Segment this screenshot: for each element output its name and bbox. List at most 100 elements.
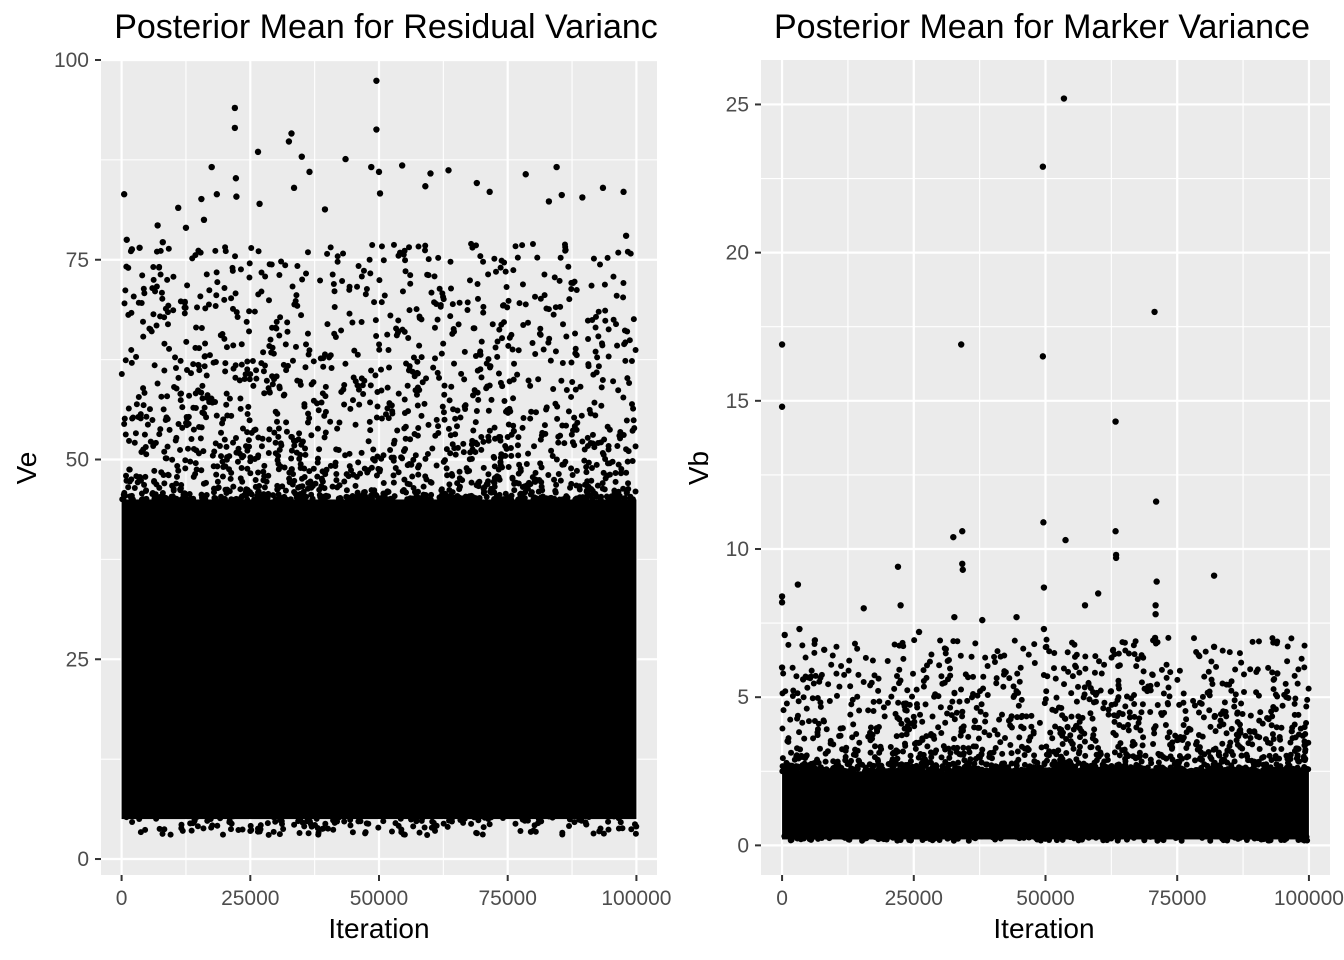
data-point xyxy=(1267,740,1274,747)
data-point xyxy=(1244,753,1251,760)
data-point xyxy=(515,480,522,487)
data-point xyxy=(568,285,575,292)
data-point xyxy=(627,493,634,500)
data-point xyxy=(472,419,479,426)
data-point xyxy=(393,325,400,332)
data-point xyxy=(962,766,969,773)
data-point xyxy=(242,443,249,450)
data-point xyxy=(166,426,173,433)
data-point xyxy=(953,709,960,716)
data-point xyxy=(537,295,544,302)
data-point xyxy=(164,321,171,328)
data-point xyxy=(1295,711,1302,718)
outlier-point xyxy=(958,341,965,348)
data-point xyxy=(530,496,537,503)
data-point xyxy=(1286,768,1293,775)
data-point xyxy=(497,434,504,441)
data-point xyxy=(406,244,413,251)
data-point xyxy=(159,490,166,497)
data-point xyxy=(416,313,423,320)
data-point xyxy=(275,425,282,432)
data-point xyxy=(1131,651,1138,658)
data-point xyxy=(199,382,206,389)
data-point xyxy=(565,408,572,415)
data-point xyxy=(142,473,149,480)
data-point xyxy=(1201,751,1208,758)
data-point xyxy=(808,667,815,674)
data-point xyxy=(449,489,456,496)
data-point xyxy=(137,411,144,418)
data-point xyxy=(212,303,219,310)
data-point xyxy=(370,446,377,453)
data-point xyxy=(1207,753,1214,760)
data-point xyxy=(968,766,975,773)
data-point xyxy=(475,396,482,403)
data-point xyxy=(590,830,597,837)
data-point xyxy=(433,822,440,829)
outlier-point xyxy=(950,533,957,541)
data-point xyxy=(633,823,640,830)
data-point xyxy=(594,482,601,489)
data-point xyxy=(623,469,630,476)
data-point xyxy=(1270,745,1277,752)
data-point xyxy=(1151,730,1158,737)
data-point xyxy=(1068,690,1075,697)
data-point xyxy=(901,740,908,747)
data-point xyxy=(194,304,201,311)
data-point xyxy=(173,473,180,480)
data-point xyxy=(238,341,245,348)
data-point xyxy=(822,758,829,765)
data-point xyxy=(346,310,353,317)
data-point xyxy=(244,410,251,417)
data-point xyxy=(610,813,617,820)
data-point xyxy=(212,359,219,366)
outlier-point xyxy=(198,195,205,203)
data-point xyxy=(597,825,604,832)
data-point xyxy=(1028,712,1035,719)
data-point xyxy=(236,377,243,384)
data-point xyxy=(1112,732,1119,739)
data-point xyxy=(261,390,268,397)
data-point xyxy=(373,492,380,499)
data-point xyxy=(1041,760,1048,767)
data-point xyxy=(827,740,834,747)
data-point xyxy=(577,383,584,390)
data-point xyxy=(175,467,182,474)
data-point xyxy=(469,244,476,251)
data-point xyxy=(142,488,149,495)
data-point xyxy=(617,819,624,826)
data-point xyxy=(552,348,559,355)
data-point xyxy=(146,325,153,332)
data-point xyxy=(447,450,454,457)
data-point xyxy=(1018,743,1025,750)
data-point xyxy=(233,495,240,502)
data-point xyxy=(947,749,954,756)
data-point xyxy=(876,768,883,775)
outlier-point xyxy=(781,631,788,639)
data-point xyxy=(519,242,526,249)
data-point xyxy=(229,264,236,271)
data-point xyxy=(179,827,186,834)
data-point xyxy=(794,712,801,719)
data-point xyxy=(1004,768,1011,775)
data-point xyxy=(228,496,235,503)
data-point xyxy=(1068,713,1075,720)
data-point xyxy=(139,272,146,279)
data-point xyxy=(164,276,171,283)
data-point xyxy=(158,808,165,815)
data-point xyxy=(356,401,363,408)
data-point xyxy=(1069,740,1076,747)
data-point xyxy=(1220,708,1227,715)
data-point xyxy=(938,754,945,761)
data-point xyxy=(1206,707,1213,714)
data-point xyxy=(470,427,477,434)
data-point xyxy=(305,351,312,358)
data-point xyxy=(913,762,920,769)
data-point xyxy=(1070,765,1077,772)
data-point xyxy=(260,368,267,375)
data-point xyxy=(439,403,446,410)
data-point xyxy=(405,335,412,342)
data-point xyxy=(1226,743,1233,750)
data-point xyxy=(299,475,306,482)
data-point xyxy=(310,358,317,365)
